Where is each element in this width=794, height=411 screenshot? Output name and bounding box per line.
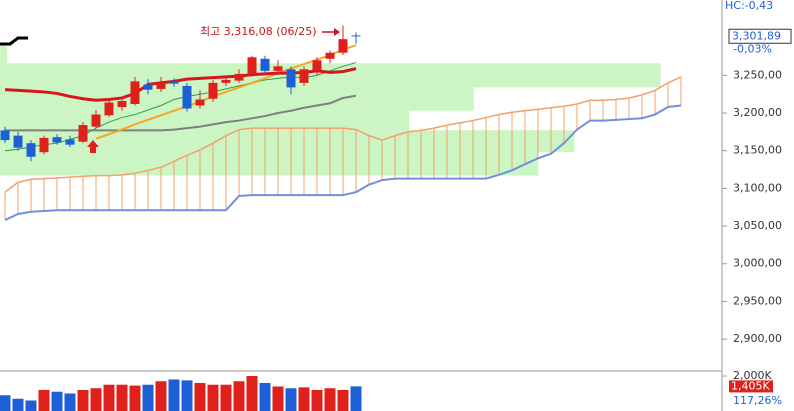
span-a-line — [4, 76, 682, 193]
candle-body — [0, 130, 10, 141]
y-tick-label: 3,000,00 — [733, 257, 782, 270]
volume-bar — [298, 387, 310, 411]
candle-body — [260, 58, 270, 71]
volume-bar — [194, 382, 206, 411]
candle-body — [325, 52, 335, 59]
change-label: -0,03% — [733, 42, 772, 55]
candle-body — [338, 39, 348, 53]
volume-bar — [207, 384, 219, 411]
y-tick-label: 3,100,00 — [733, 181, 782, 194]
volume-bar — [38, 389, 50, 411]
volume-change-label: 117,26% — [733, 394, 782, 407]
candle-body — [234, 73, 244, 81]
candle-body — [247, 57, 257, 74]
volume-bar — [220, 384, 232, 411]
candle-body — [117, 100, 127, 108]
volume-bar — [0, 395, 11, 411]
candle-body — [351, 35, 361, 37]
volume-bar — [233, 381, 245, 411]
volume-bar — [129, 385, 141, 411]
volume-bar — [64, 393, 76, 411]
volume-bar — [90, 388, 102, 411]
candle-body — [91, 114, 101, 127]
volume-bar — [259, 382, 271, 411]
volume-profile-bar — [0, 130, 575, 153]
y-tick-label: 2,950,00 — [733, 294, 782, 307]
volume-label-box — [729, 380, 773, 393]
volume-bar — [51, 391, 63, 411]
volume-bar — [12, 398, 24, 411]
signal-arrow — [87, 140, 99, 153]
candle-body — [65, 139, 75, 145]
volume-bar — [311, 389, 323, 411]
volume-bar — [116, 384, 128, 411]
volume-tick-label: 2,000K — [733, 369, 772, 382]
candle-body — [221, 79, 231, 83]
volume-profile-bar — [0, 45, 8, 64]
moving-average — [4, 62, 357, 152]
candle-body — [169, 81, 179, 84]
plot-area — [0, 25, 682, 411]
candle-body — [208, 82, 218, 99]
y-tick-label: 3,250,00 — [733, 68, 782, 81]
span-b-line — [4, 104, 682, 221]
y-tick-label: 2,900,00 — [733, 332, 782, 345]
candle-body — [312, 60, 322, 71]
candle-body — [13, 135, 23, 148]
volume-bar — [103, 384, 115, 411]
volume-bar — [285, 388, 297, 411]
volume-profile-bar — [0, 87, 474, 111]
volume-bar — [337, 389, 349, 411]
annotation: 최고 3,316,08 (06/25) — [200, 25, 317, 38]
candle-body — [78, 125, 88, 142]
price-label-box — [728, 28, 792, 44]
y-tick-label: 3,150,00 — [733, 144, 782, 157]
moving-average — [5, 94, 357, 132]
candle-body — [39, 137, 49, 153]
moving-average — [4, 67, 357, 102]
annotation-arrowhead — [334, 28, 340, 36]
candle-body — [156, 82, 166, 89]
volume-profile-bar — [0, 63, 661, 88]
candle-body — [26, 143, 36, 157]
volume-bar — [155, 381, 167, 411]
volume-bar — [181, 380, 193, 411]
volume-bar — [77, 389, 89, 411]
volume-bar — [25, 400, 37, 411]
volume-bar — [142, 384, 154, 411]
candle-body — [52, 137, 62, 143]
hc-label: HC:-0,43 — [725, 0, 773, 12]
volume-bar — [350, 386, 362, 411]
candle-body — [143, 84, 153, 90]
indicator-fragment — [0, 36, 28, 46]
price-label: 3,301,89 — [732, 29, 781, 42]
candle-body — [182, 85, 192, 109]
candle-body — [195, 99, 205, 106]
candle-body — [286, 69, 296, 88]
candle-body — [130, 81, 140, 104]
candle-body — [273, 66, 283, 71]
volume-bar — [324, 388, 336, 411]
volume-bar — [272, 386, 284, 411]
volume-profile-bar — [0, 152, 539, 176]
volume-bar — [246, 375, 258, 411]
y-tick-label: 3,200,00 — [733, 106, 782, 119]
candle-body — [104, 102, 114, 116]
volume-profile-bar — [0, 110, 410, 131]
volume-bar — [168, 379, 180, 411]
candle-body — [299, 69, 309, 83]
y-tick-label: 3,050,00 — [733, 219, 782, 232]
volume-value-label: 1,405K — [731, 379, 770, 392]
